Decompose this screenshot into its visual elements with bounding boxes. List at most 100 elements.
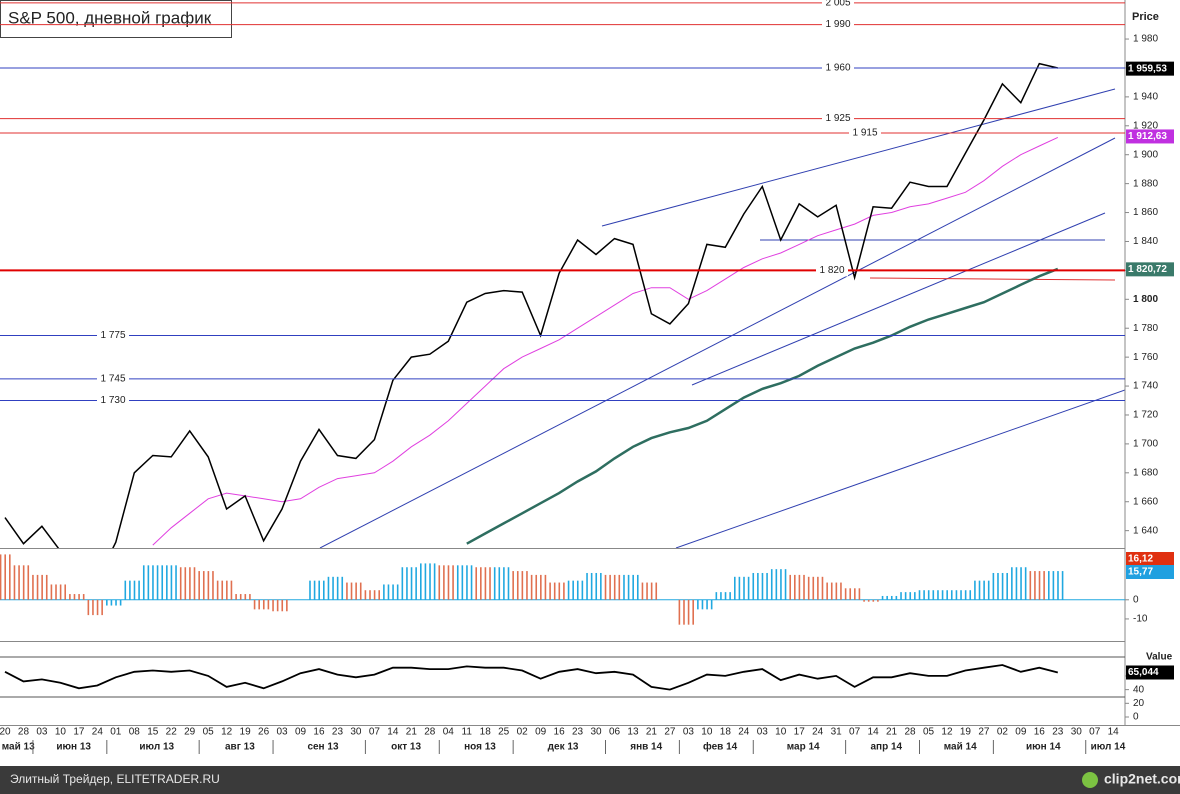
x-tick-label: 25	[498, 727, 510, 738]
month-label: июл 13	[139, 742, 174, 753]
x-tick-label: 13	[627, 727, 639, 738]
x-tick-label: 15	[147, 727, 159, 738]
x-tick-label: 27	[664, 727, 676, 738]
footer-source: Элитный Трейдер, ELITETRADER.RU	[10, 772, 220, 786]
y-tick-label: 1 900	[1133, 149, 1158, 160]
y-tick-label: 1 980	[1133, 34, 1158, 45]
price-tag	[1126, 61, 1174, 76]
x-tick-label: 10	[775, 727, 787, 738]
x-tick-label: 29	[184, 727, 196, 738]
level-label: 1 745	[100, 373, 125, 384]
y-tick-label: 1 740	[1133, 381, 1158, 392]
trendline	[691, 212, 1106, 386]
month-label: апр 14	[871, 742, 903, 753]
level-label: 1 775	[100, 330, 125, 341]
x-tick-label: 24	[812, 727, 824, 738]
x-tick-label: 31	[831, 727, 843, 738]
x-tick-label: 19	[240, 727, 252, 738]
month-label: дек 13	[548, 742, 579, 753]
x-tick-label: 24	[92, 727, 104, 738]
trendline	[869, 277, 1116, 281]
month-label: июл 14	[1091, 742, 1126, 753]
level-label-bg	[97, 372, 129, 385]
x-tick-label: 02	[517, 727, 529, 738]
y-tick-label: 1 840	[1133, 236, 1158, 247]
month-label: янв 14	[630, 742, 662, 753]
plot-area	[4, 62, 1059, 548]
y-tick-label: 1 880	[1133, 178, 1158, 189]
x-tick-label: 27	[978, 727, 990, 738]
price-tag-label: 1 959,53	[1128, 63, 1167, 74]
x-tick-label: 20	[0, 727, 11, 738]
month-label: июн 13	[56, 742, 91, 753]
x-tick-label: 14	[868, 727, 880, 738]
trendline	[319, 137, 1116, 548]
level-label: 1 925	[825, 113, 850, 124]
price-tag-label: 65,044	[1128, 667, 1159, 678]
x-tick-label: 09	[1015, 727, 1027, 738]
x-tick-label: 17	[794, 727, 806, 738]
y-tick-label: 1 660	[1133, 496, 1158, 507]
month-label: июн 14	[1026, 742, 1061, 753]
x-tick-label: 09	[295, 727, 307, 738]
x-tick-label: 28	[18, 727, 30, 738]
month-label: окт 13	[391, 742, 421, 753]
month-label: фев 14	[703, 741, 738, 753]
x-tick-label: 03	[276, 727, 288, 738]
level-label-bg	[822, 18, 854, 31]
title-box	[0, 0, 232, 38]
x-tick-label: 10	[701, 727, 713, 738]
x-tick-label: 23	[572, 727, 584, 738]
x-tick-label: 03	[683, 727, 695, 738]
y-tick-label: 1 760	[1133, 352, 1158, 363]
moving-average	[152, 136, 1059, 546]
level-label-bg	[97, 329, 129, 342]
price-line	[4, 62, 1058, 548]
x-tick-label: 28	[904, 727, 916, 738]
x-tick-label: 24	[738, 727, 750, 738]
x-tick-label: 22	[166, 727, 178, 738]
y-tick-label: 1 640	[1133, 525, 1158, 536]
price-tag	[1126, 262, 1174, 277]
x-tick-label: 30	[1071, 727, 1083, 738]
level-label: 1 915	[852, 128, 877, 139]
level-label: 1 990	[825, 19, 850, 30]
axis-label: Price	[1132, 11, 1159, 23]
month-label: авг 13	[225, 742, 255, 753]
x-tick-label: 21	[886, 727, 898, 738]
axis-label: Value	[1146, 652, 1173, 663]
x-tick-label: 14	[1108, 727, 1120, 738]
price-tag-label: 16,12	[1128, 554, 1153, 565]
level-label-bg	[816, 264, 848, 277]
x-tick-label: 07	[849, 727, 861, 738]
x-tick-label: 14	[387, 727, 399, 738]
month-label: ноя 13	[464, 742, 496, 753]
x-tick-label: 17	[73, 727, 85, 738]
x-tick-label: 26	[258, 727, 270, 738]
y-tick-label: 1 940	[1133, 92, 1158, 103]
x-tick-label: 16	[554, 727, 566, 738]
x-tick-label: 30	[350, 727, 362, 738]
x-tick-label: 12	[941, 727, 953, 738]
x-tick-label: 28	[424, 727, 436, 738]
x-tick-label: 21	[406, 727, 418, 738]
x-tick-label: 30	[590, 727, 602, 738]
moving-average	[466, 267, 1059, 545]
x-tick-label: 23	[332, 727, 344, 738]
y-tick-label: 1 700	[1133, 439, 1158, 450]
y-tick-label: 40	[1133, 684, 1145, 695]
level-label: 1 960	[825, 63, 850, 74]
trendline	[601, 88, 1116, 227]
trendline	[675, 389, 1125, 548]
x-tick-label: 07	[369, 727, 381, 738]
footer-bar	[0, 766, 1180, 794]
x-tick-label: 02	[997, 727, 1009, 738]
oscillator-line	[4, 664, 1059, 691]
x-tick-label: 16	[313, 727, 325, 738]
price-tag	[1126, 665, 1174, 680]
price-tag	[1126, 565, 1174, 579]
x-tick-label: 09	[535, 727, 547, 738]
y-tick-label: 1 780	[1133, 323, 1158, 334]
